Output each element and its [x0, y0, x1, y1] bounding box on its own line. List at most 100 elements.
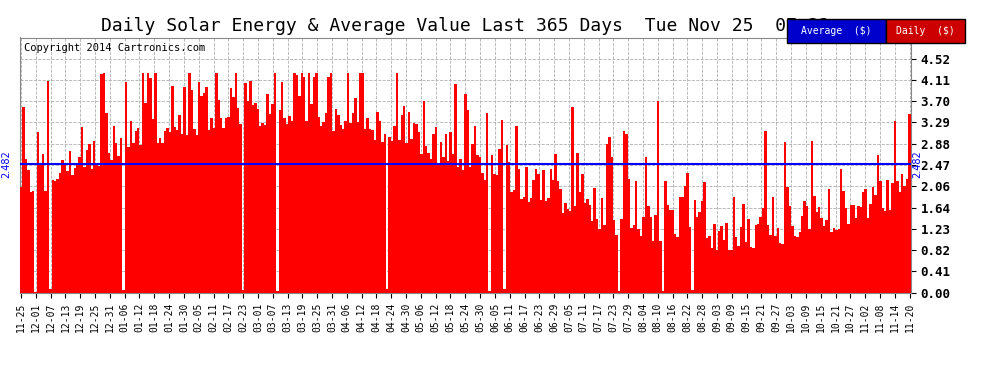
Bar: [328, 77, 330, 292]
Bar: [544, 201, 547, 292]
Bar: [635, 181, 638, 292]
Bar: [533, 180, 535, 292]
Bar: [298, 96, 301, 292]
Bar: [481, 173, 483, 292]
Bar: [303, 76, 305, 292]
Bar: [273, 73, 276, 292]
Bar: [91, 170, 93, 292]
Bar: [698, 213, 701, 292]
Bar: [123, 290, 125, 292]
Text: 2.482: 2.482: [913, 150, 923, 178]
Bar: [664, 181, 666, 292]
Bar: [711, 248, 713, 292]
Bar: [483, 180, 486, 292]
Bar: [313, 77, 315, 292]
Bar: [223, 128, 225, 292]
Bar: [784, 142, 786, 292]
Bar: [396, 73, 398, 292]
Bar: [889, 210, 891, 292]
Bar: [508, 162, 511, 292]
Bar: [247, 101, 249, 292]
Bar: [906, 179, 909, 292]
Bar: [721, 226, 723, 292]
Bar: [776, 228, 779, 292]
Bar: [759, 217, 762, 292]
Bar: [428, 153, 430, 292]
Bar: [464, 94, 466, 292]
Bar: [552, 180, 554, 292]
Bar: [684, 186, 686, 292]
Bar: [461, 170, 464, 292]
Bar: [369, 129, 371, 292]
Bar: [154, 73, 156, 292]
Bar: [271, 104, 273, 292]
Bar: [323, 122, 325, 292]
Bar: [32, 191, 35, 292]
Bar: [342, 129, 345, 292]
Bar: [654, 215, 657, 292]
Bar: [831, 232, 833, 292]
Bar: [874, 195, 876, 292]
Bar: [823, 226, 826, 292]
Bar: [58, 173, 61, 292]
Bar: [525, 167, 528, 292]
Text: 2.482: 2.482: [1, 150, 11, 178]
Bar: [178, 115, 181, 292]
Bar: [706, 238, 708, 292]
Bar: [254, 104, 256, 292]
Bar: [547, 198, 549, 292]
Bar: [291, 121, 293, 292]
Bar: [66, 171, 68, 292]
Bar: [411, 139, 413, 292]
Bar: [225, 118, 228, 292]
Bar: [50, 289, 51, 292]
Bar: [652, 241, 654, 292]
Bar: [779, 243, 781, 292]
Bar: [694, 200, 696, 292]
Bar: [218, 100, 220, 292]
Bar: [420, 154, 423, 292]
Bar: [501, 120, 503, 292]
Bar: [338, 116, 340, 292]
Bar: [859, 207, 862, 292]
Bar: [689, 227, 691, 292]
Bar: [200, 96, 203, 292]
Bar: [516, 126, 518, 292]
Bar: [435, 127, 438, 292]
Bar: [804, 201, 806, 292]
Bar: [549, 169, 552, 292]
Bar: [406, 143, 408, 292]
Bar: [276, 291, 278, 292]
Bar: [68, 151, 71, 292]
Bar: [681, 197, 684, 292]
Bar: [433, 134, 435, 292]
Bar: [613, 220, 616, 292]
Bar: [51, 180, 54, 292]
Bar: [640, 236, 643, 292]
Bar: [168, 132, 171, 292]
Bar: [113, 126, 115, 292]
Bar: [161, 143, 163, 292]
Text: Average  ($): Average ($): [801, 26, 872, 36]
Bar: [828, 189, 831, 292]
Bar: [728, 250, 731, 292]
Bar: [259, 126, 261, 292]
Bar: [415, 123, 418, 292]
Bar: [881, 209, 884, 292]
Bar: [335, 110, 338, 292]
Bar: [310, 104, 313, 292]
Bar: [623, 131, 626, 292]
Bar: [418, 132, 420, 292]
Bar: [540, 200, 543, 292]
Bar: [54, 181, 56, 292]
Bar: [454, 84, 456, 292]
Bar: [210, 118, 213, 292]
Bar: [576, 153, 579, 292]
Bar: [45, 190, 47, 292]
Bar: [95, 163, 98, 292]
Bar: [647, 206, 649, 292]
Bar: [564, 203, 566, 292]
Bar: [643, 217, 644, 292]
Bar: [242, 290, 245, 292]
Bar: [589, 205, 591, 292]
